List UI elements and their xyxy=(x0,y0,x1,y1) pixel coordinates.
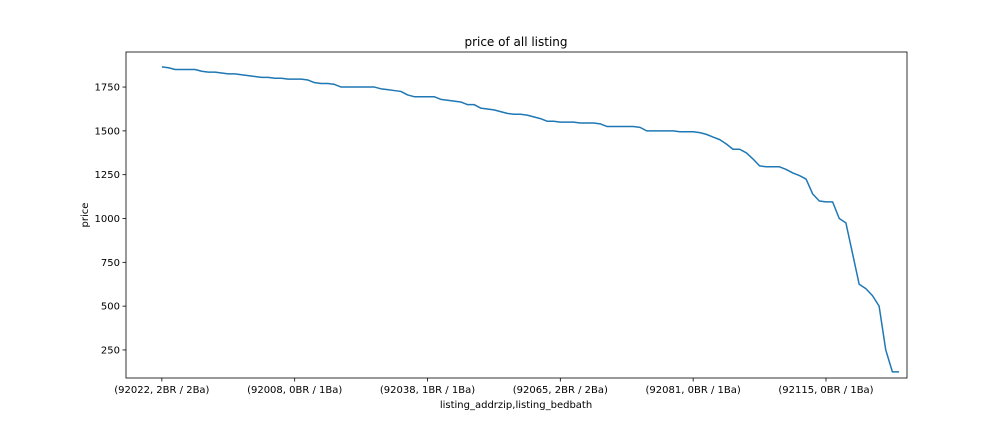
x-tick-label: (92065, 2BR / 2Ba) xyxy=(513,385,608,396)
y-tick-label: 750 xyxy=(101,258,120,269)
x-axis-label: listing_addrzip,listing_bedbath xyxy=(440,400,592,411)
x-axis: (92022, 2BR / 2Ba) (92008, 0BR / 1Ba) (920… xyxy=(114,378,874,396)
x-tick-label: (92115, 0BR / 1Ba) xyxy=(778,385,873,396)
y-tick-label: 500 xyxy=(101,302,120,313)
y-tick-label: 1500 xyxy=(95,126,120,137)
plot-area xyxy=(125,51,908,379)
x-tick-label: (92081, 0BR / 1Ba) xyxy=(646,385,741,396)
y-tick-label: 1250 xyxy=(95,170,120,181)
y-axis-label: price xyxy=(80,203,91,228)
x-tick-label: (92038, 1BR / 1Ba) xyxy=(380,385,475,396)
plot-frame xyxy=(125,51,908,379)
y-axis: 250 500 750 1000 1250 1500 1750 xyxy=(95,83,126,356)
y-tick-label: 1000 xyxy=(95,214,120,225)
chart-title: price of all listing xyxy=(464,35,567,49)
series-layer xyxy=(161,66,900,373)
x-tick-label: (92022, 2BR / 2Ba) xyxy=(114,385,209,396)
x-tick-label: (92008, 0BR / 1Ba) xyxy=(247,385,342,396)
y-tick-label: 250 xyxy=(101,345,120,356)
y-tick-label: 1750 xyxy=(95,83,120,94)
series-line-0 xyxy=(161,66,900,373)
